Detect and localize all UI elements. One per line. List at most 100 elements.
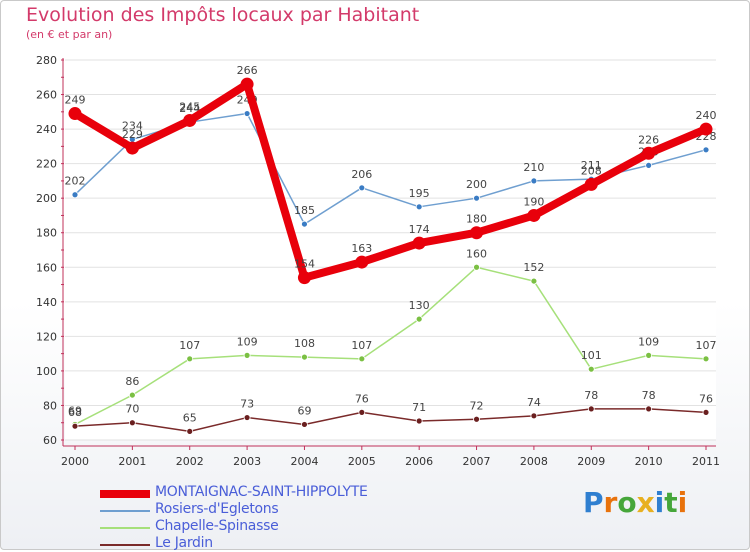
x-tick-label: 2005 [348,455,376,468]
data-point [587,365,595,373]
data-label: 73 [240,398,254,411]
x-tick-label: 2007 [463,455,491,468]
x-tick-label: 2001 [118,455,146,468]
data-label: 107 [351,339,372,352]
data-label: 86 [125,375,139,388]
y-tick-label: 260 [36,89,57,102]
data-point [473,263,480,271]
y-tick-label: 120 [36,330,57,343]
data-point [301,220,308,228]
data-label: 206 [351,168,372,181]
y-tick-label: 140 [36,296,57,309]
data-label: 130 [409,299,430,312]
data-label: 210 [523,161,544,174]
data-point [358,355,366,363]
data-point [702,355,710,363]
data-label: 69 [297,404,311,417]
data-point [297,271,311,285]
x-tick-label: 2004 [290,455,318,468]
data-point [183,113,197,127]
data-label: 68 [68,406,82,419]
y-tick-label: 220 [36,158,57,171]
chart-title: Evolution des Impôts locaux par Habitant [26,4,420,26]
data-point [473,415,480,423]
logo-letter: x [636,486,655,519]
legend-label: Le Jardin [155,535,213,551]
data-point [470,226,484,240]
data-point [68,107,82,121]
data-point [358,408,366,416]
data-point [301,353,308,361]
data-point [645,405,653,413]
legend-swatch [100,544,150,546]
data-point [530,412,538,420]
x-tick-label: 2010 [635,455,663,468]
x-tick-label: 2006 [405,455,433,468]
data-point [645,161,653,169]
data-point [358,184,366,192]
logo-letter: P [583,486,604,519]
logo-letter: i [654,486,665,519]
data-label: 71 [412,401,426,414]
logo-letter: i [677,486,688,519]
data-label: 72 [470,399,484,412]
x-tick-label: 2003 [233,455,261,468]
data-label: 101 [581,349,602,362]
x-tick-label: 2011 [692,455,720,468]
data-label: 76 [355,392,369,405]
y-tick-label: 280 [36,54,57,67]
series-line [71,80,710,282]
data-label: 109 [237,335,258,348]
data-label: 163 [351,242,372,255]
data-label: 109 [638,335,659,348]
data-point [530,277,538,285]
data-label: 154 [294,258,315,271]
data-label: 107 [696,339,717,352]
data-point [702,408,710,416]
x-tick-label: 2002 [176,455,204,468]
data-label: 211 [581,159,602,172]
data-point [473,194,480,202]
y-tick-label: 160 [36,261,57,274]
y-tick-label: 240 [36,123,57,136]
proxiti-logo: Proxiti [583,486,687,519]
data-label: 249 [65,94,86,107]
data-label: 107 [179,339,200,352]
data-point [415,417,423,425]
legend-swatch [100,490,150,498]
data-label: 180 [466,213,487,226]
data-label: 108 [294,337,315,350]
data-label: 76 [699,392,713,405]
data-label: 152 [523,261,544,274]
data-point [699,122,713,136]
logo-letter: o [617,486,637,519]
data-label: 244 [179,102,200,115]
data-label: 266 [237,64,258,77]
data-point [186,355,194,363]
data-label: 202 [65,175,86,188]
chart-subtitle: (en € et par an) [26,28,113,41]
x-tick-label: 2008 [520,455,548,468]
y-tick-label: 100 [36,365,57,378]
data-point [128,419,136,427]
data-label: 190 [523,195,544,208]
data-point [243,110,251,117]
legend-label: Chapelle-Spinasse [155,518,279,534]
data-label: 69 [68,404,82,417]
data-label: 208 [581,164,602,177]
data-label: 234 [122,119,143,132]
data-point [301,421,308,428]
data-label: 240 [696,109,717,122]
data-label: 70 [125,403,139,416]
data-point [243,351,251,359]
data-label: 245 [179,100,200,113]
legend-swatch [100,527,150,529]
data-point [645,351,653,359]
y-tick-label: 80 [43,399,57,412]
data-point [412,236,426,250]
data-point [527,208,541,222]
data-point [415,203,423,211]
data-label: 78 [584,389,598,402]
data-label: 65 [183,411,197,424]
legend-swatch [100,510,150,512]
